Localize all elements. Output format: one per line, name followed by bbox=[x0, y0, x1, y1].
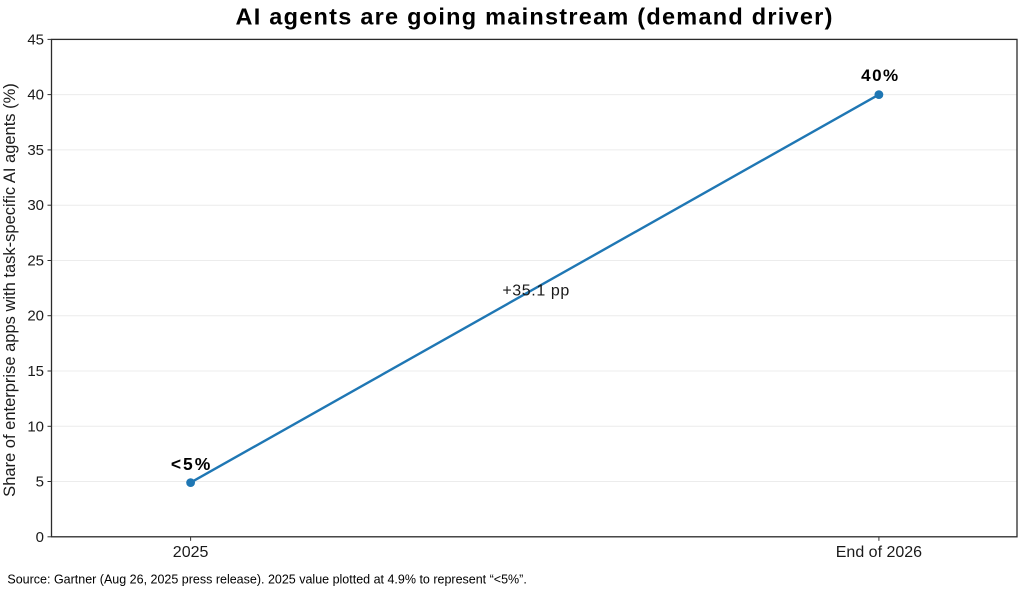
svg-text:45: 45 bbox=[27, 31, 44, 48]
svg-text:+35.1 pp: +35.1 pp bbox=[502, 283, 570, 300]
svg-text:15: 15 bbox=[27, 363, 44, 380]
svg-text:0: 0 bbox=[36, 529, 44, 546]
svg-text:Source: Gartner (Aug 26, 2025: Source: Gartner (Aug 26, 2025 press rele… bbox=[7, 573, 526, 587]
svg-text:40: 40 bbox=[27, 87, 44, 104]
svg-text:End of 2026: End of 2026 bbox=[836, 544, 922, 561]
svg-text:20: 20 bbox=[27, 308, 44, 325]
svg-text:Share of enterprise apps with: Share of enterprise apps with task-speci… bbox=[1, 83, 19, 497]
svg-text:5: 5 bbox=[36, 474, 44, 491]
svg-text:40%: 40% bbox=[861, 66, 900, 85]
svg-text:30: 30 bbox=[27, 197, 44, 214]
svg-text:10: 10 bbox=[27, 418, 44, 435]
svg-text:25: 25 bbox=[27, 253, 44, 270]
svg-text:<5%: <5% bbox=[171, 454, 213, 474]
svg-text:35: 35 bbox=[27, 142, 44, 159]
svg-text:2025: 2025 bbox=[173, 544, 209, 561]
svg-text:AI agents are going mainstream: AI agents are going mainstream (demand d… bbox=[236, 4, 834, 30]
